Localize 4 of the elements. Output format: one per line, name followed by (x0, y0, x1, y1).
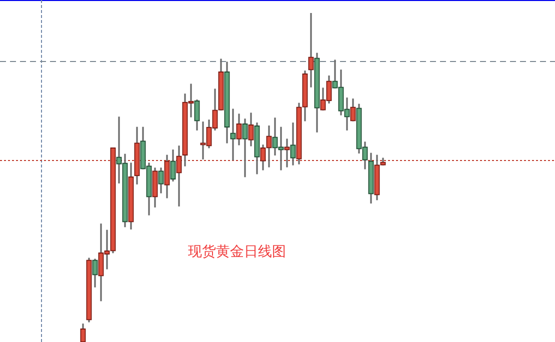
candlestick (308, 13, 314, 88)
annotation: 现货黄金日线图 (188, 243, 286, 261)
candlestick (284, 138, 290, 168)
candlestick (230, 108, 236, 160)
